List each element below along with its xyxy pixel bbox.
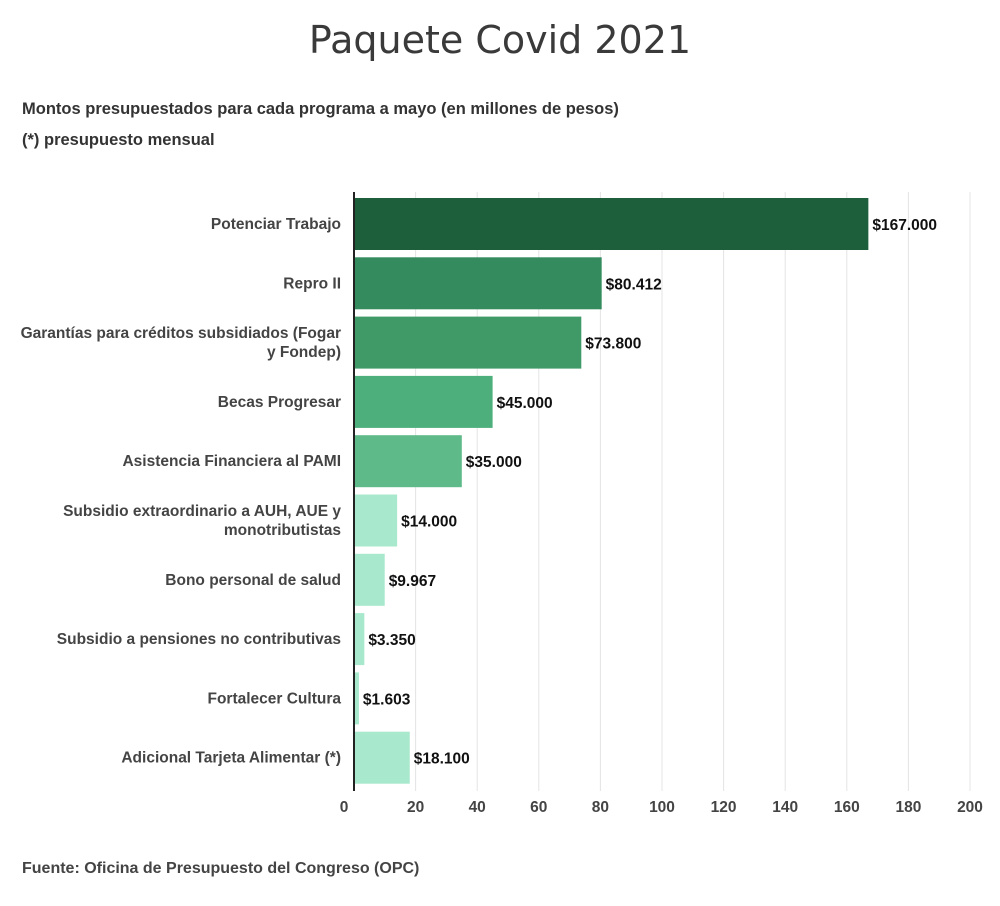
- value-label: $35.000: [466, 454, 522, 471]
- x-tick-label: 160: [834, 799, 860, 816]
- value-label: $1.603: [363, 691, 411, 708]
- x-tick-label: 0: [340, 799, 349, 816]
- value-label: $45.000: [497, 395, 553, 412]
- x-tick-label: 80: [592, 799, 609, 816]
- bar: [354, 316, 582, 369]
- category-label-line: Subsidio extraordinario a AUH, AUE y: [63, 503, 341, 520]
- category-label: Garantías para créditos subsidiados (Fog…: [21, 325, 341, 361]
- category-label-line: Garantías para créditos subsidiados (Fog…: [21, 325, 341, 342]
- x-tick-label: 40: [469, 799, 486, 816]
- category-label-line: Bono personal de salud: [165, 572, 341, 589]
- chart-subtitle: Montos presupuestados para cada programa…: [22, 100, 619, 118]
- x-tick-label: 60: [530, 799, 547, 816]
- category-label-line: Repro II: [283, 275, 341, 292]
- chart-note: (*) presupuesto mensual: [22, 131, 215, 149]
- bar: [354, 494, 398, 547]
- x-tick-label: 120: [711, 799, 737, 816]
- value-label: $167.000: [872, 217, 937, 234]
- bar: [354, 435, 462, 488]
- value-label: $9.967: [389, 573, 436, 590]
- category-label-line: Potenciar Trabajo: [211, 216, 341, 233]
- category-label: Bono personal de salud: [165, 572, 341, 589]
- bar-chart: Potenciar Trabajo $167.000 Repro II $80.412…: [21, 192, 983, 816]
- category-label: Adicional Tarjeta Alimentar (*): [121, 750, 341, 767]
- x-tick-label: 20: [407, 799, 424, 816]
- x-tick-label: 180: [895, 799, 921, 816]
- category-label-line: Adicional Tarjeta Alimentar (*): [121, 750, 341, 767]
- value-label: $14.000: [401, 514, 457, 531]
- bar: [354, 257, 602, 310]
- x-tick-label: 140: [772, 799, 798, 816]
- bar: [354, 375, 493, 428]
- value-label: $80.412: [606, 276, 662, 293]
- category-label: Subsidio a pensiones no contributivas: [57, 631, 341, 648]
- chart-title: Paquete Covid 2021: [308, 18, 692, 62]
- category-label: Becas Progresar: [218, 394, 341, 411]
- category-label-line: monotributistas: [224, 522, 341, 539]
- category-label-line: Subsidio a pensiones no contributivas: [57, 631, 341, 648]
- value-label: $18.100: [414, 751, 470, 768]
- bar: [354, 731, 410, 784]
- category-label-line: Fortalecer Cultura: [207, 690, 341, 707]
- category-label: Asistencia Financiera al PAMI: [122, 453, 341, 470]
- category-label: Subsidio extraordinario a AUH, AUE y mono…: [63, 503, 341, 539]
- category-label-line: y Fondep): [267, 344, 341, 361]
- category-label: Repro II: [283, 275, 341, 292]
- bar: [354, 553, 385, 606]
- category-label-line: Becas Progresar: [218, 394, 341, 411]
- category-label: Potenciar Trabajo: [211, 216, 341, 233]
- category-label: Fortalecer Cultura: [207, 690, 341, 707]
- bar: [354, 672, 359, 725]
- category-label-line: Asistencia Financiera al PAMI: [122, 453, 341, 470]
- value-label: $73.800: [585, 336, 641, 353]
- chart-source: Fuente: Oficina de Presupuesto del Congr…: [22, 860, 420, 877]
- value-label: $3.350: [368, 632, 415, 649]
- bar: [354, 613, 365, 666]
- x-tick-label: 200: [957, 799, 983, 816]
- bar: [354, 198, 869, 250]
- x-tick-label: 100: [649, 799, 675, 816]
